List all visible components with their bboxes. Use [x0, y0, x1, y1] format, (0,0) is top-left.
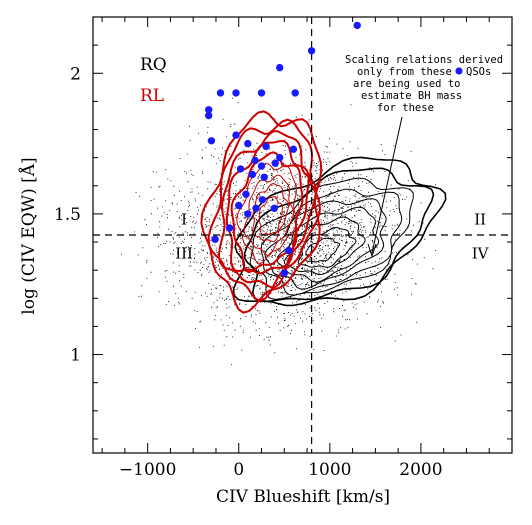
qso-point — [225, 224, 234, 232]
qso-point — [205, 111, 213, 120]
qso-point — [353, 21, 361, 30]
qso-point — [232, 89, 240, 97]
qso-point — [276, 153, 284, 162]
qso-point — [244, 139, 252, 148]
x-tick-label: 1000 — [308, 460, 351, 480]
annotation-line-2: only from these — [357, 66, 452, 78]
rl-contour — [258, 196, 283, 236]
qso-point — [242, 190, 250, 198]
annotation-line-1: Scaling relations derived — [345, 54, 503, 66]
quadrant-label-ii: II — [474, 211, 486, 229]
rl-contours — [200, 110, 323, 314]
rq-contour — [305, 237, 341, 263]
qso-point — [257, 162, 266, 170]
y-tick-label: 1.5 — [54, 205, 81, 225]
qso-point — [216, 89, 225, 97]
annotation-line-5: for these — [377, 102, 434, 114]
qso-point — [205, 106, 213, 114]
qso-points — [205, 21, 361, 277]
qso-point — [251, 156, 259, 165]
qso-point — [211, 235, 219, 243]
qso-point — [291, 89, 299, 97]
annotation-line-3: are being used to — [353, 78, 460, 90]
rl-contour — [200, 110, 323, 314]
legend-rl: RL — [140, 86, 164, 106]
qso-point — [262, 142, 270, 151]
y-tick-label: 1 — [70, 346, 81, 366]
annotation-arrow — [371, 116, 403, 254]
qso-point — [307, 47, 316, 55]
quadrant-label-i: I — [181, 211, 187, 229]
x-tick-label: −1000 — [119, 460, 177, 480]
x-tick-label: 0 — [233, 460, 244, 480]
rl-contour — [230, 151, 304, 274]
qso-point — [236, 165, 245, 173]
rq-contour — [232, 156, 447, 307]
y-axis-title: log (CIV EQW) [Å] — [18, 157, 39, 314]
qso-point — [289, 145, 298, 153]
annotation-arrowhead — [367, 243, 377, 258]
annotation-qso-label: QSOs — [466, 66, 491, 78]
qso-point — [235, 201, 243, 210]
annotation-line-4: estimate BH mass — [361, 90, 462, 102]
annotation: Scaling relations derived only from thes… — [345, 54, 503, 258]
x-axis-title: CIV Blueshift [km/s] — [216, 487, 390, 507]
rl-contour — [207, 118, 321, 302]
rl-contour — [225, 140, 310, 275]
legend-rq: RQ — [140, 55, 167, 75]
qso-point — [207, 137, 216, 145]
rl-contour — [243, 174, 295, 256]
qso-point — [280, 269, 288, 277]
annotation-qso-marker — [455, 67, 463, 75]
qso-point — [232, 131, 240, 139]
quadrant-label-iv: IV — [472, 244, 490, 262]
qso-point — [258, 196, 267, 204]
axis-ticks: −1000 0 1000 2000 1 1.5 2 — [54, 17, 513, 480]
qso-point — [271, 159, 279, 167]
rq-contour — [297, 227, 357, 268]
qso-point — [285, 246, 293, 255]
qso-point — [276, 63, 284, 72]
qso-point — [260, 173, 268, 181]
qso-point — [252, 204, 260, 212]
qso-point — [248, 170, 257, 179]
qso-point — [257, 89, 266, 97]
qso-point — [244, 210, 252, 218]
reference-lines — [93, 17, 512, 453]
plot-border — [92, 16, 513, 454]
plot-frame — [92, 16, 513, 454]
rl-contour — [217, 130, 317, 289]
y-tick-label: 2 — [70, 64, 81, 84]
qso-point — [270, 204, 278, 212]
quadrant-label-iii: III — [175, 244, 193, 262]
x-tick-label: 2000 — [399, 460, 442, 480]
